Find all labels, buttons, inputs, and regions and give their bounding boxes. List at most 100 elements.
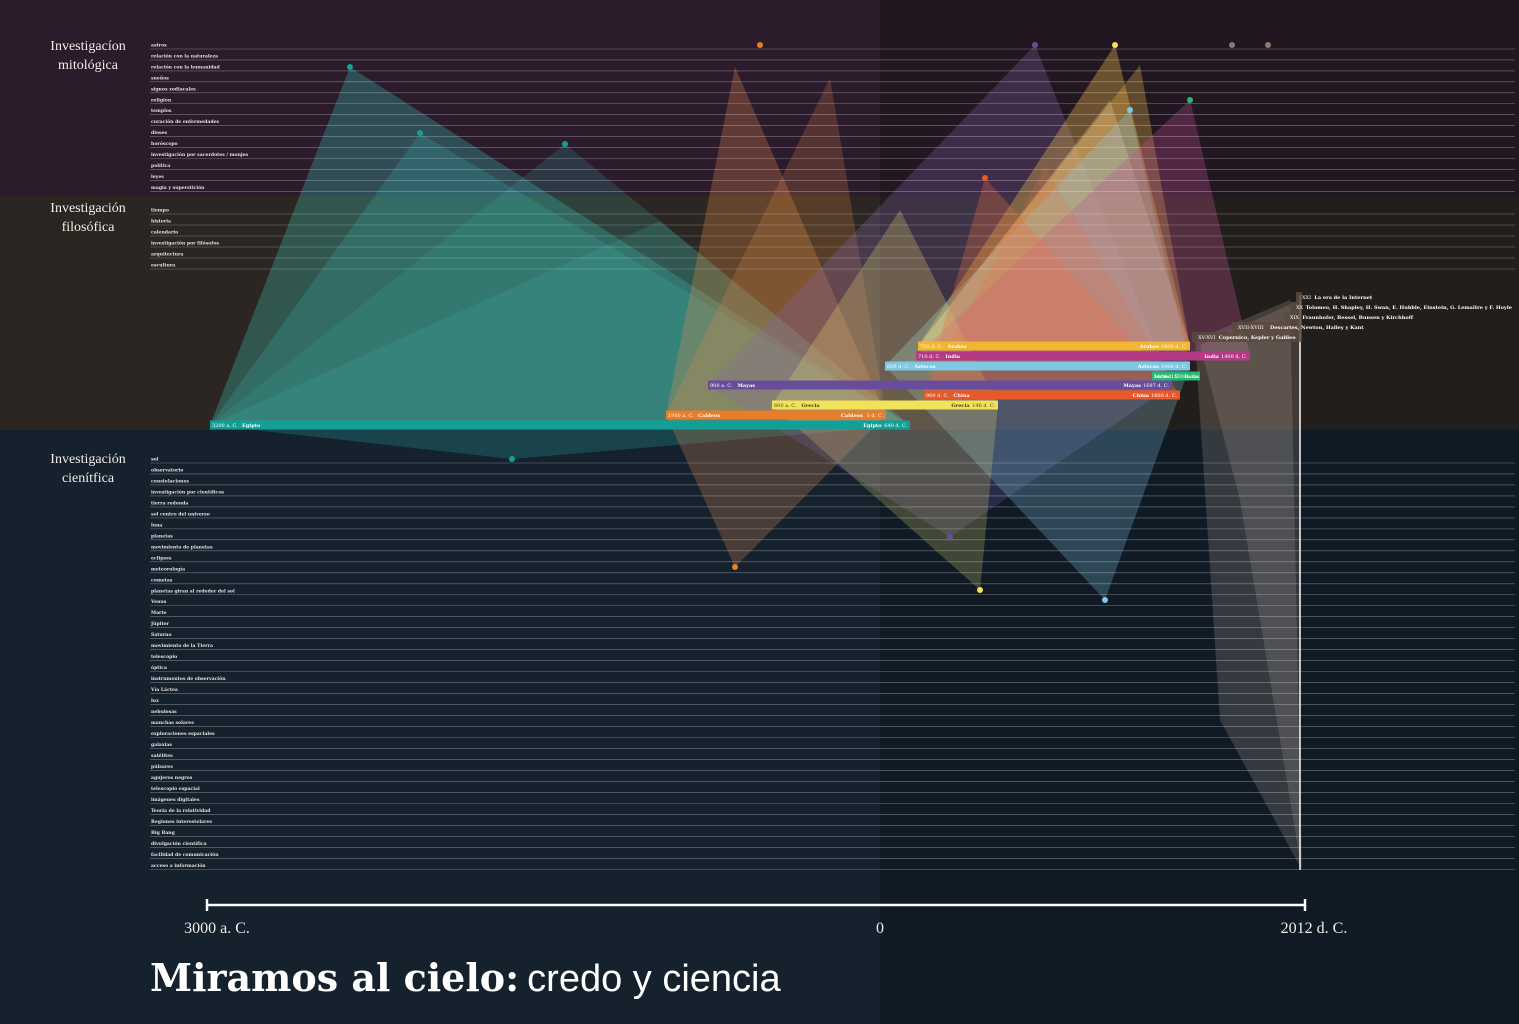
era-block bbox=[1296, 292, 1302, 302]
dot bbox=[509, 456, 515, 462]
row-label: observatorio bbox=[151, 467, 183, 473]
bar-name: Árabes bbox=[946, 343, 966, 350]
web-shape bbox=[924, 166, 1180, 395]
bar-end-label: 146 d. C. bbox=[972, 403, 995, 409]
civilization-bar bbox=[772, 400, 998, 410]
bar-start-label: 710 d. C. bbox=[918, 354, 941, 360]
bar-end-label: 640 d. C. bbox=[884, 423, 907, 429]
row-label: leyes bbox=[151, 174, 164, 180]
bar-start-label: 600 d. C. bbox=[887, 364, 910, 370]
bar-start-label: 900 a. C. bbox=[710, 383, 733, 389]
row-label: cometas bbox=[151, 577, 173, 583]
civilization-bar bbox=[708, 380, 1172, 390]
row-label: investigación por sacerdotes / monjes bbox=[151, 151, 248, 158]
row-label: signos zodiacales bbox=[151, 86, 196, 92]
bar-end-label: 1600 d. C. bbox=[1151, 393, 1177, 399]
era-century: XIX bbox=[1290, 315, 1300, 321]
bar-name: Árabes bbox=[1139, 343, 1159, 350]
row-label: satélites bbox=[151, 752, 173, 759]
section-title: Investigación bbox=[50, 201, 125, 216]
civilization-bar bbox=[916, 351, 1250, 361]
row-label: telescopio espacial bbox=[151, 786, 200, 792]
section-title: filosófica bbox=[62, 220, 116, 235]
bar-name: Aztecas bbox=[913, 364, 935, 370]
dot bbox=[1032, 42, 1038, 48]
era-text: Tolomeo, H. Shapley, H. Swan, E. Hubble,… bbox=[1306, 304, 1512, 311]
civilization-bar bbox=[210, 420, 910, 430]
dot bbox=[1265, 42, 1271, 48]
row-label: Marte bbox=[151, 610, 167, 616]
title-regular: credo y ciencia bbox=[527, 958, 781, 1000]
row-label: agujeros negros bbox=[151, 775, 193, 781]
bar-name: China bbox=[1133, 393, 1150, 399]
row-label: Saturno bbox=[151, 632, 172, 638]
row-label: divulgación científica bbox=[151, 840, 207, 847]
page-title: Miramos al cielo: credo y ciencia bbox=[150, 955, 781, 1000]
row-label: magia y superstición bbox=[151, 184, 205, 191]
row-label: sol bbox=[151, 457, 159, 463]
era-century: XX bbox=[1296, 305, 1304, 311]
dot bbox=[1187, 97, 1193, 103]
row-label: luz bbox=[151, 698, 159, 704]
era-century: XV-XVI bbox=[1198, 335, 1215, 341]
row-label: facilidad de comunicación bbox=[151, 851, 219, 858]
bar-name: Caldeos bbox=[841, 413, 863, 419]
row-label: historia bbox=[151, 219, 171, 225]
row-label: tierra redonda bbox=[151, 500, 188, 506]
bar-name: Mayas bbox=[737, 383, 755, 389]
row-label: óptica bbox=[151, 664, 167, 671]
dot bbox=[1127, 107, 1133, 113]
civilization-bar bbox=[666, 410, 886, 420]
row-label: Vía Láctea bbox=[150, 686, 178, 693]
row-label: investigación por filósofos bbox=[151, 240, 219, 247]
row-label: meteorología bbox=[151, 565, 185, 572]
row-label: dioses bbox=[151, 130, 168, 136]
row-label: acceso a información bbox=[151, 862, 206, 869]
row-label: Big Bang bbox=[151, 830, 176, 836]
bar-start-label: 960 d. C. bbox=[926, 393, 949, 399]
row-label: púlsares bbox=[151, 763, 173, 770]
bar-name: Grecia bbox=[951, 403, 970, 409]
civilization-bar bbox=[924, 390, 1180, 400]
row-label: exploraciones espaciales bbox=[151, 731, 215, 737]
era-block bbox=[1232, 322, 1302, 332]
row-label: relación con la humanidad bbox=[151, 63, 221, 70]
dot bbox=[982, 175, 988, 181]
row-label: nebulosas bbox=[151, 709, 177, 715]
row-label: arquitectura bbox=[151, 252, 183, 258]
bar-end-label: 1900 d. C. bbox=[1161, 364, 1187, 370]
section-title: cienítfica bbox=[62, 471, 115, 486]
bar-name: Incas bbox=[1154, 374, 1169, 380]
era-block bbox=[1290, 302, 1302, 312]
bar-start-label: 3200 a. C. bbox=[212, 423, 238, 429]
axis-label: 3000 a. C. bbox=[184, 920, 250, 937]
dot bbox=[1229, 42, 1235, 48]
web-shape bbox=[1200, 300, 1300, 860]
bar-end-label: 1400 d. C. bbox=[1221, 354, 1247, 360]
row-label: curación de enfermedades bbox=[151, 118, 220, 125]
row-label: telescopio bbox=[151, 654, 177, 660]
bar-end-label: 1697 d. C. bbox=[1143, 383, 1169, 389]
row-label: Júpiter bbox=[150, 620, 170, 627]
bar-end-label: 1600 d. C. bbox=[1161, 344, 1187, 350]
dot bbox=[347, 64, 353, 70]
bar-start-label: 600 a. C. bbox=[774, 403, 797, 409]
row-label: Teoría de la relatividad bbox=[151, 807, 211, 814]
bar-name: Grecia bbox=[801, 403, 820, 409]
dot bbox=[417, 130, 423, 136]
row-label: sueños bbox=[151, 74, 169, 81]
bar-name: Caldeos bbox=[698, 413, 720, 419]
row-label: instrumentos de observación bbox=[151, 675, 226, 682]
bar-end-label: 1 d. C. bbox=[867, 413, 884, 419]
era-text: Fraunhofer, Bessel, Bunsen y Kirchhoff bbox=[1302, 315, 1413, 321]
row-label: movimiento de la Tierra bbox=[151, 643, 213, 649]
row-label: eclipses bbox=[151, 555, 172, 561]
row-label: templos bbox=[151, 108, 172, 114]
era-block bbox=[1284, 312, 1302, 322]
row-label: relación con la naturaleza bbox=[151, 52, 218, 59]
dot bbox=[1102, 597, 1108, 603]
row-label: sol centro del universo bbox=[151, 511, 210, 517]
row-label: galaxias bbox=[151, 742, 172, 748]
row-label: imágenes digitales bbox=[151, 796, 200, 803]
